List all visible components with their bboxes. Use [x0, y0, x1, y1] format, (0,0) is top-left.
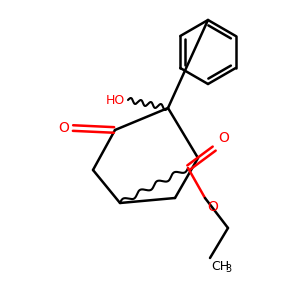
Text: O: O [207, 200, 218, 214]
Text: 3: 3 [225, 264, 231, 274]
Text: O: O [58, 121, 69, 135]
Text: O: O [218, 131, 229, 145]
Text: CH: CH [211, 260, 229, 273]
Text: HO: HO [106, 94, 125, 106]
